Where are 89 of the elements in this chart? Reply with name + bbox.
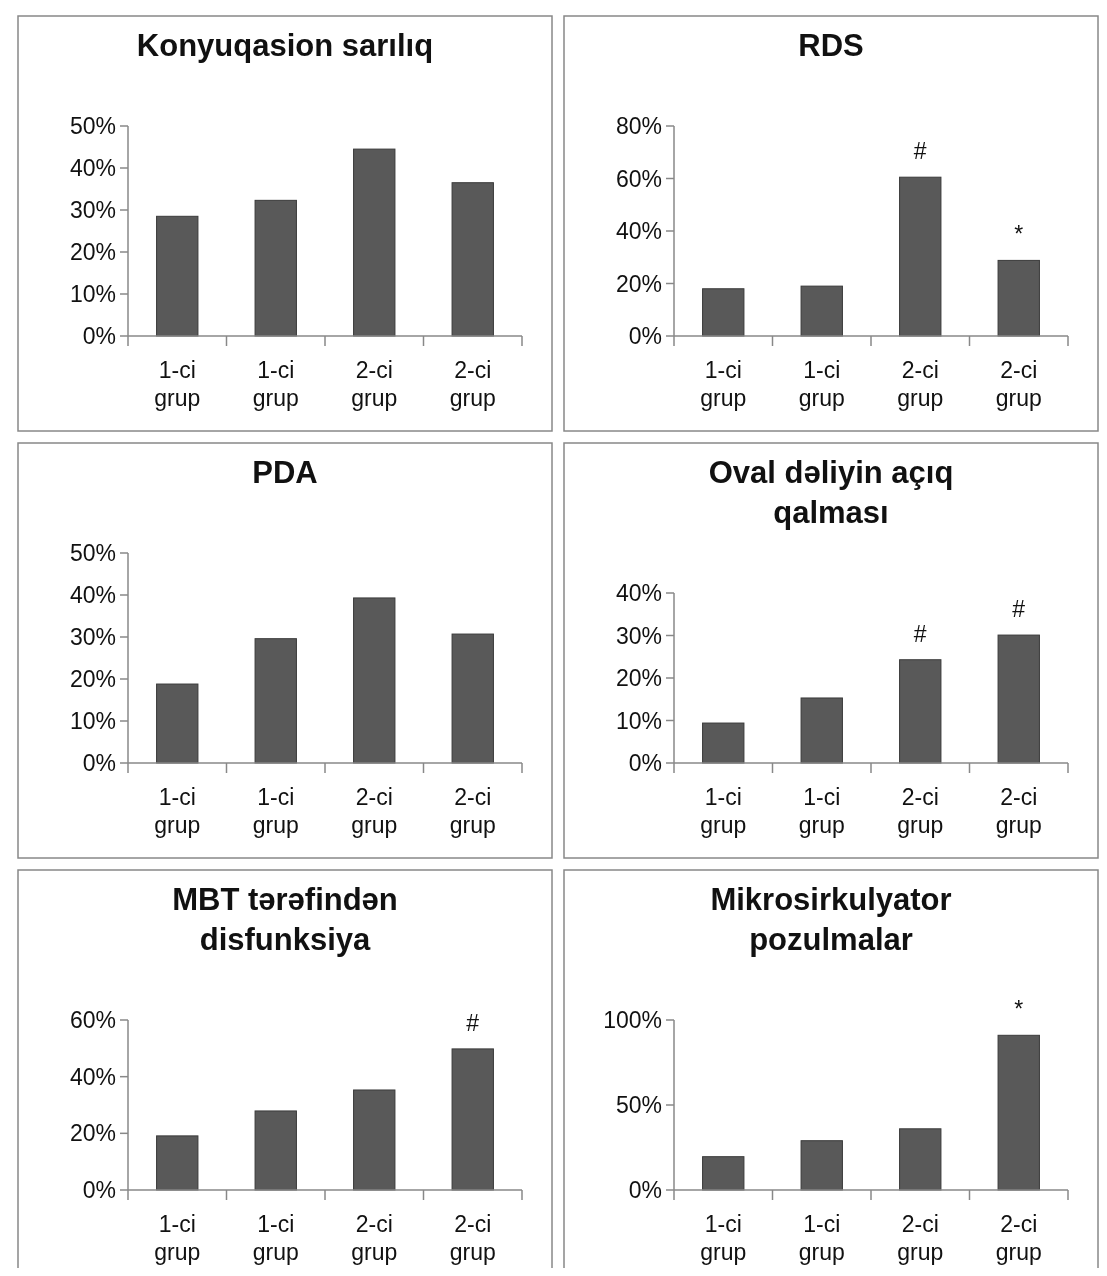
y-tick-label: 20% bbox=[615, 665, 662, 692]
data-label: # bbox=[913, 620, 927, 647]
y-tick-label: 30% bbox=[69, 624, 116, 651]
data-label: * bbox=[1014, 996, 1024, 1023]
y-tick-label: 40% bbox=[69, 1063, 116, 1090]
x-tick-label: 2-ci grup bbox=[995, 357, 1042, 411]
y-tick-label: 40% bbox=[69, 155, 116, 182]
x-tick-label: 1-ci grup bbox=[252, 1211, 299, 1265]
y-tick-label: 50% bbox=[69, 113, 116, 140]
y-tick-label: 10% bbox=[615, 707, 662, 734]
bar bbox=[899, 176, 942, 337]
x-tick-label: 1-ci grup bbox=[154, 357, 201, 411]
y-tick-label: 20% bbox=[69, 666, 116, 693]
y-tick-label: 30% bbox=[615, 622, 662, 649]
data-label: * bbox=[1014, 221, 1024, 248]
x-tick-label: 2-ci grup bbox=[449, 784, 496, 838]
bar bbox=[353, 1089, 396, 1191]
chart-title: Oval dəliyin açıq qalması bbox=[708, 455, 954, 530]
bar bbox=[254, 199, 297, 337]
x-tick-label: 2-ci grup bbox=[897, 357, 944, 411]
x-tick-label: 1-ci grup bbox=[252, 784, 299, 838]
bar bbox=[353, 597, 396, 764]
bar bbox=[800, 285, 843, 337]
y-tick-label: 0% bbox=[82, 1177, 116, 1204]
x-tick-label: 2-ci grup bbox=[897, 784, 944, 838]
y-tick-label: 80% bbox=[615, 113, 662, 140]
x-tick-label: 2-ci grup bbox=[995, 784, 1042, 838]
bar bbox=[156, 683, 199, 764]
bar bbox=[899, 659, 942, 764]
y-tick-label: 0% bbox=[82, 323, 116, 350]
x-tick-label: 2-ci grup bbox=[351, 784, 398, 838]
bar bbox=[254, 1110, 297, 1191]
x-tick-label: 1-ci grup bbox=[154, 784, 201, 838]
bar bbox=[254, 638, 297, 764]
x-tick-label: 1-ci grup bbox=[154, 1211, 201, 1265]
chart-title: Mikrosirkulyator pozulmalar bbox=[710, 882, 952, 957]
y-tick-label: 60% bbox=[615, 165, 662, 192]
chart-title: MBT tərəfindən disfunksiya bbox=[172, 882, 398, 957]
y-tick-label: 60% bbox=[69, 1007, 116, 1034]
bar bbox=[451, 182, 494, 337]
y-tick-label: 40% bbox=[69, 582, 116, 609]
x-tick-label: 2-ci grup bbox=[995, 1211, 1042, 1265]
y-tick-label: 0% bbox=[82, 750, 116, 777]
y-tick-label: 40% bbox=[615, 218, 662, 245]
bar bbox=[702, 288, 745, 337]
y-tick-label: 0% bbox=[628, 750, 662, 777]
bar bbox=[997, 1034, 1040, 1191]
chart-title: PDA bbox=[252, 455, 318, 490]
bar bbox=[156, 1135, 199, 1191]
y-tick-label: 20% bbox=[69, 1120, 116, 1147]
x-tick-label: 2-ci grup bbox=[449, 357, 496, 411]
x-tick-label: 2-ci grup bbox=[449, 1211, 496, 1265]
y-tick-label: 50% bbox=[615, 1092, 662, 1119]
data-label: # bbox=[913, 138, 927, 165]
chart-title: Konyuqasion sarılıq bbox=[136, 28, 434, 63]
x-tick-label: 1-ci grup bbox=[252, 357, 299, 411]
x-tick-label: 2-ci grup bbox=[897, 1211, 944, 1265]
bar bbox=[997, 634, 1040, 764]
y-tick-label: 50% bbox=[69, 540, 116, 567]
x-tick-label: 1-ci grup bbox=[700, 784, 747, 838]
y-tick-label: 100% bbox=[603, 1007, 662, 1034]
bar bbox=[702, 1156, 745, 1191]
y-tick-label: 20% bbox=[69, 239, 116, 266]
bar bbox=[702, 722, 745, 764]
bar bbox=[899, 1128, 942, 1191]
y-tick-label: 30% bbox=[69, 197, 116, 224]
bar bbox=[997, 259, 1040, 337]
x-tick-label: 1-ci grup bbox=[798, 357, 845, 411]
bar bbox=[451, 633, 494, 764]
y-tick-label: 0% bbox=[628, 323, 662, 350]
y-tick-label: 10% bbox=[69, 708, 116, 735]
y-tick-label: 40% bbox=[615, 580, 662, 607]
y-tick-label: 10% bbox=[69, 281, 116, 308]
y-tick-label: 0% bbox=[628, 1177, 662, 1204]
bar bbox=[353, 148, 396, 337]
bar bbox=[156, 215, 199, 337]
bar bbox=[800, 1140, 843, 1191]
bar bbox=[451, 1048, 494, 1191]
data-label: # bbox=[1012, 596, 1026, 623]
x-tick-label: 1-ci grup bbox=[700, 1211, 747, 1265]
x-tick-label: 1-ci grup bbox=[798, 784, 845, 838]
bar bbox=[800, 697, 843, 764]
data-label: # bbox=[466, 1009, 480, 1036]
y-tick-label: 20% bbox=[615, 270, 662, 297]
x-tick-label: 1-ci grup bbox=[798, 1211, 845, 1265]
x-tick-label: 2-ci grup bbox=[351, 357, 398, 411]
x-tick-label: 1-ci grup bbox=[700, 357, 747, 411]
chart-title: RDS bbox=[798, 28, 864, 63]
x-tick-label: 2-ci grup bbox=[351, 1211, 398, 1265]
